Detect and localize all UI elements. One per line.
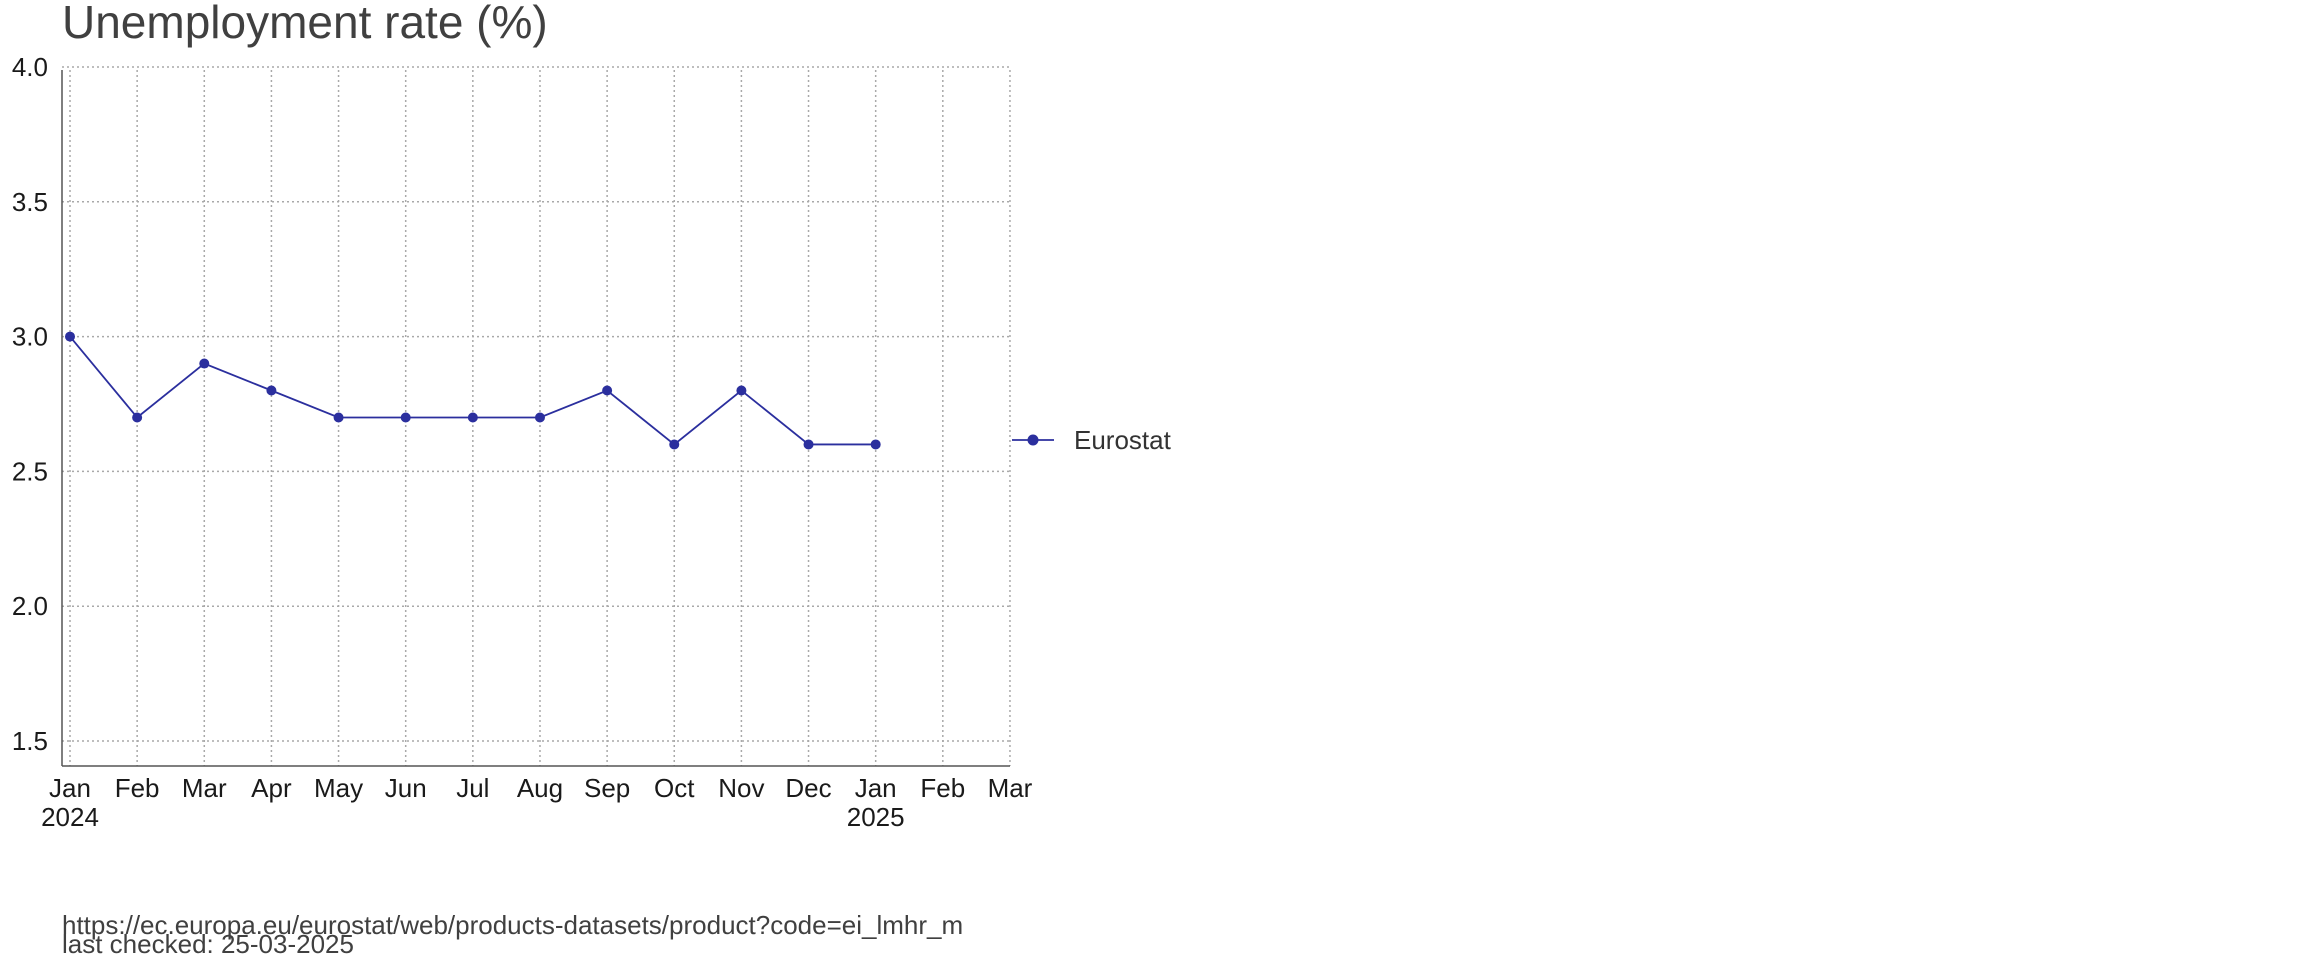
legend: Eurostat [1012,425,1172,455]
x-tick-label: May [314,773,363,803]
x-tick-label: Nov [718,773,764,803]
legend-marker-eurostat [1027,434,1039,446]
data-point [602,385,613,396]
x-tick-label: Aug [517,773,563,803]
data-point [467,412,478,423]
y-tick-label: 2.0 [12,591,48,621]
x-tick-label: Jan [49,773,91,803]
x-tick-label: Oct [654,773,695,803]
source-url: https://ec.europa.eu/eurostat/web/produc… [62,910,963,940]
data-point [669,439,680,450]
y-tick-label: 1.5 [12,726,48,756]
y-tick-label: 2.5 [12,456,48,486]
grid [62,66,1011,766]
y-axis-ticks: 1.5 2.0 2.5 3.0 3.5 4.0 [12,52,48,756]
legend-label-eurostat: Eurostat [1074,425,1172,455]
data-point [736,385,747,396]
data-point [803,439,814,450]
x-tick-label: Mar [988,773,1033,803]
data-point [534,412,545,423]
y-tick-label: 3.0 [12,322,48,352]
data-point [65,331,75,342]
x-tick-label: Jul [456,773,489,803]
chart-title: Unemployment rate (%) [62,0,548,48]
x-tick-label: Jun [385,773,427,803]
x-tick-label: Feb [115,773,160,803]
data-point [132,412,143,423]
x-tick-label: Jan [855,773,897,803]
data-point [870,439,881,450]
data-point [199,358,210,369]
data-point [266,385,277,396]
x-tick-year-label: 2024 [41,802,99,832]
series-eurostat [65,331,881,450]
data-point [400,412,411,423]
x-tick-year-label: 2025 [847,802,905,832]
last-checked: last checked: 25-03-2025 [62,929,354,959]
x-tick-label: Dec [785,773,831,803]
y-tick-label: 3.5 [12,187,48,217]
x-tick-label: Mar [182,773,227,803]
x-tick-label: Apr [251,773,292,803]
y-tick-label: 4.0 [12,52,48,82]
data-point [333,412,344,423]
x-tick-label: Feb [920,773,965,803]
x-tick-label: Sep [584,773,630,803]
axes [61,70,1010,767]
